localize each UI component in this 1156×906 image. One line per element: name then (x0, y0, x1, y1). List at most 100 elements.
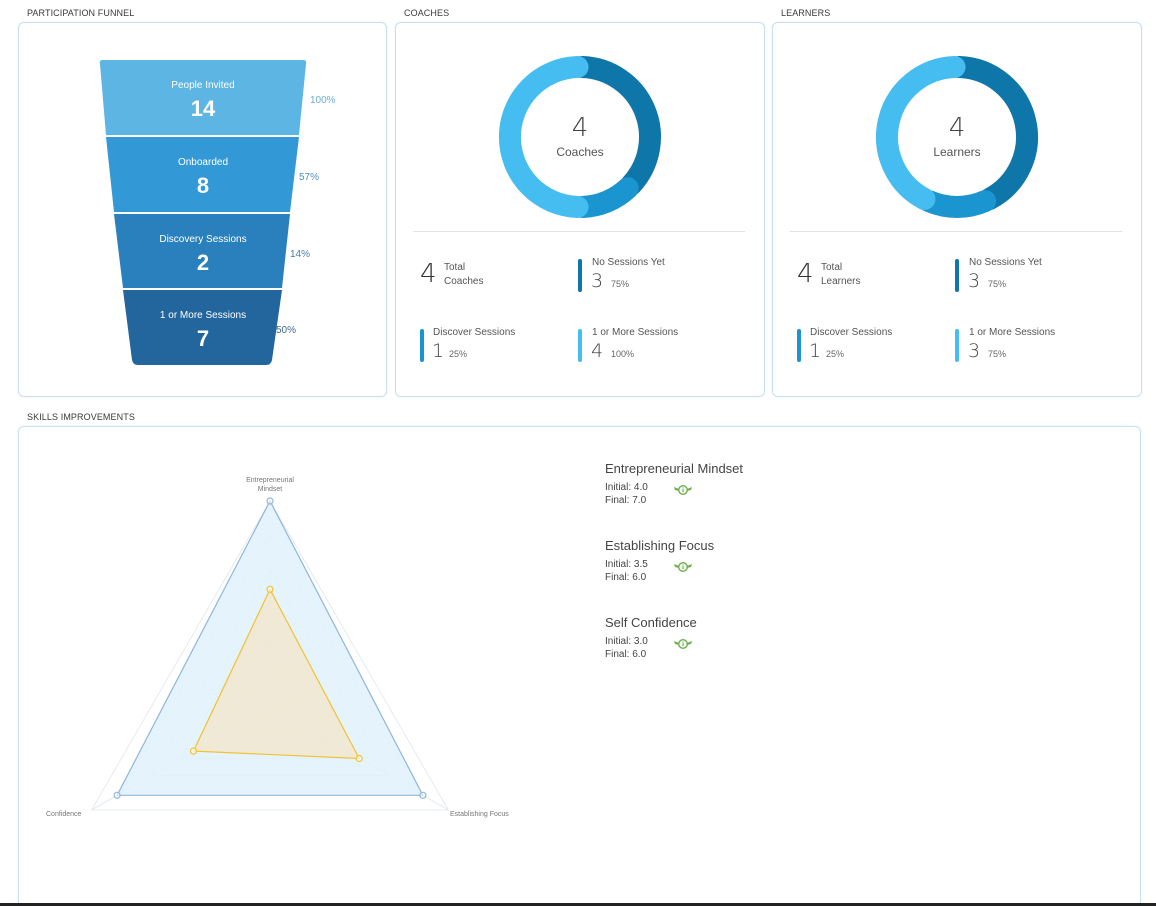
skills-radar-chart (90, 497, 450, 811)
total-coaches-number: 4 (420, 259, 437, 289)
funnel-stage-value: 14 (190, 96, 216, 121)
donut-segment (571, 56, 661, 196)
coaches-title: COACHES (404, 8, 450, 18)
skill-item: Establishing Focus Initial: 3.5 Final: 6… (605, 538, 714, 584)
skill-initial: Initial: 3.5 (605, 559, 648, 570)
more-sessions-value: 3 (968, 340, 981, 362)
total-learners-label: Total Learners (821, 261, 860, 289)
radar-point (355, 754, 363, 763)
radar-point (189, 747, 198, 755)
more-sessions-label: 1 or More Sessions (592, 327, 679, 338)
discover-sessions-label: Discover Sessions (810, 327, 893, 338)
donut-segment (571, 177, 639, 218)
radar-axis-label-top: Entrepreneurial Mindset (229, 476, 311, 494)
radar-point (113, 791, 121, 799)
no-sessions-value: 3 (968, 270, 981, 292)
no-sessions-bar (955, 259, 959, 292)
no-sessions-label: No Sessions Yet (592, 257, 665, 268)
funnel-stage-shape (106, 137, 299, 212)
radar-point (419, 791, 427, 799)
divider (413, 231, 745, 232)
participation-funnel-card: People Invited 14 100% Onboarded 8 57% D… (18, 22, 387, 397)
funnel-chart (99, 60, 307, 365)
radar-point (266, 585, 274, 593)
window-bottom-edge (0, 903, 1156, 906)
donut-segment (876, 56, 966, 210)
total-label-line2: Coaches (444, 276, 484, 287)
skills-improvements-card: Entrepreneurial Mindset Confidence Estab… (18, 426, 1141, 906)
more-sessions-percent: 100% (611, 349, 635, 359)
radar-axis-label-right: Establishing Focus (450, 811, 509, 818)
divider (790, 231, 1122, 232)
discover-sessions-label: Discover Sessions (433, 327, 516, 338)
funnel-stage-label: Discovery Sessions (159, 234, 247, 245)
no-sessions-percent: 75% (611, 279, 630, 289)
funnel-stage-percent: 50% (276, 325, 297, 336)
skill-item: Self Confidence Initial: 3.0 Final: 6.0 (605, 615, 697, 661)
funnel-stage-percent: 100% (310, 95, 336, 106)
radar-series-area (192, 587, 361, 760)
skill-final: Final: 6.0 (605, 649, 647, 660)
donut-center-label: Learners (933, 145, 981, 159)
donut-segment (499, 56, 589, 218)
radar-axis-label-left: Confidence (46, 811, 82, 818)
total-label-line1: Total (821, 262, 843, 273)
skill-name: Self Confidence (605, 615, 697, 630)
radar-grid-ring (90, 500, 450, 811)
no-sessions-percent: 75% (988, 279, 1007, 289)
total-label-line1: Total (444, 262, 466, 273)
radar-axis-label-line2: Mindset (257, 486, 283, 493)
learners-donut-chart (876, 56, 1038, 218)
funnel-stage-label: People Invited (171, 80, 235, 91)
discover-sessions-percent: 25% (826, 349, 845, 359)
discover-sessions-value: 1 (432, 340, 445, 362)
info-badge-icon[interactable] (673, 483, 693, 497)
funnel-stage-shape (123, 290, 282, 365)
total-learners-number: 4 (797, 259, 814, 289)
skill-initial: Initial: 3.0 (605, 636, 648, 647)
total-label-line2: Learners (821, 276, 861, 287)
more-sessions-label: 1 or More Sessions (969, 327, 1056, 338)
funnel-stage-label: Onboarded (177, 157, 229, 168)
funnel-stage-label: 1 or More Sessions (159, 310, 247, 321)
donut-center-label: Coaches (556, 145, 604, 159)
funnel-stage-percent: 14% (290, 249, 311, 260)
no-sessions-bar (578, 259, 582, 292)
donut-center-number: 4 (571, 113, 589, 143)
funnel-stage-value: 8 (196, 173, 210, 198)
funnel-stage-shape (99, 60, 307, 135)
skills-improvements-title: SKILLS IMPROVEMENTS (27, 412, 135, 422)
more-sessions-bar (955, 329, 959, 362)
no-sessions-value: 3 (591, 270, 604, 292)
funnel-stage-shape (114, 214, 290, 288)
donut-center-number: 4 (948, 113, 966, 143)
learners-card: 4 Learners 4 Total Learners No Sessions … (772, 22, 1142, 397)
skill-item: Entrepreneurial Mindset Initial: 4.0 Fin… (605, 461, 743, 507)
total-coaches-label: Total Coaches (444, 261, 483, 289)
discover-sessions-bar (797, 329, 801, 362)
skill-initial: Initial: 4.0 (605, 482, 648, 493)
skill-final: Final: 6.0 (605, 572, 647, 583)
skill-name: Establishing Focus (605, 538, 715, 553)
info-badge-icon[interactable] (673, 560, 693, 574)
coaches-donut-chart (499, 56, 661, 218)
more-sessions-bar (578, 329, 582, 362)
funnel-stage-value: 2 (196, 250, 210, 275)
discover-sessions-percent: 25% (449, 349, 468, 359)
donut-segment (948, 56, 1038, 210)
donut-segment (917, 190, 997, 218)
radar-point (266, 497, 274, 505)
coaches-card: 4 Coaches 4 Total Coaches No Sessions Ye… (395, 22, 765, 397)
discover-sessions-bar (420, 329, 424, 362)
funnel-stage-percent: 57% (299, 172, 320, 183)
participation-funnel-title: PARTICIPATION FUNNEL (27, 8, 135, 18)
info-badge-icon[interactable] (673, 637, 693, 651)
skill-name: Entrepreneurial Mindset (605, 461, 744, 476)
discover-sessions-value: 1 (809, 340, 822, 362)
skill-final: Final: 7.0 (605, 495, 647, 506)
no-sessions-label: No Sessions Yet (969, 257, 1042, 268)
more-sessions-percent: 75% (988, 349, 1007, 359)
learners-title: LEARNERS (781, 8, 831, 18)
funnel-stage-value: 7 (196, 326, 210, 351)
radar-axis-label-line1: Entrepreneurial (246, 477, 294, 484)
